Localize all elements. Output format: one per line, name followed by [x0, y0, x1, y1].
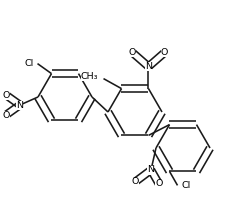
Text: Cl: Cl	[181, 181, 191, 190]
Text: N: N	[145, 62, 152, 71]
Text: O: O	[129, 48, 136, 57]
Text: Cl: Cl	[24, 59, 33, 68]
Text: CH₃: CH₃	[81, 72, 98, 81]
Text: O: O	[155, 179, 163, 189]
Text: O: O	[131, 177, 139, 187]
Text: N: N	[147, 166, 154, 175]
Text: N: N	[16, 101, 23, 109]
Text: O: O	[2, 110, 10, 120]
Text: O: O	[161, 48, 168, 57]
Text: O: O	[2, 91, 10, 99]
